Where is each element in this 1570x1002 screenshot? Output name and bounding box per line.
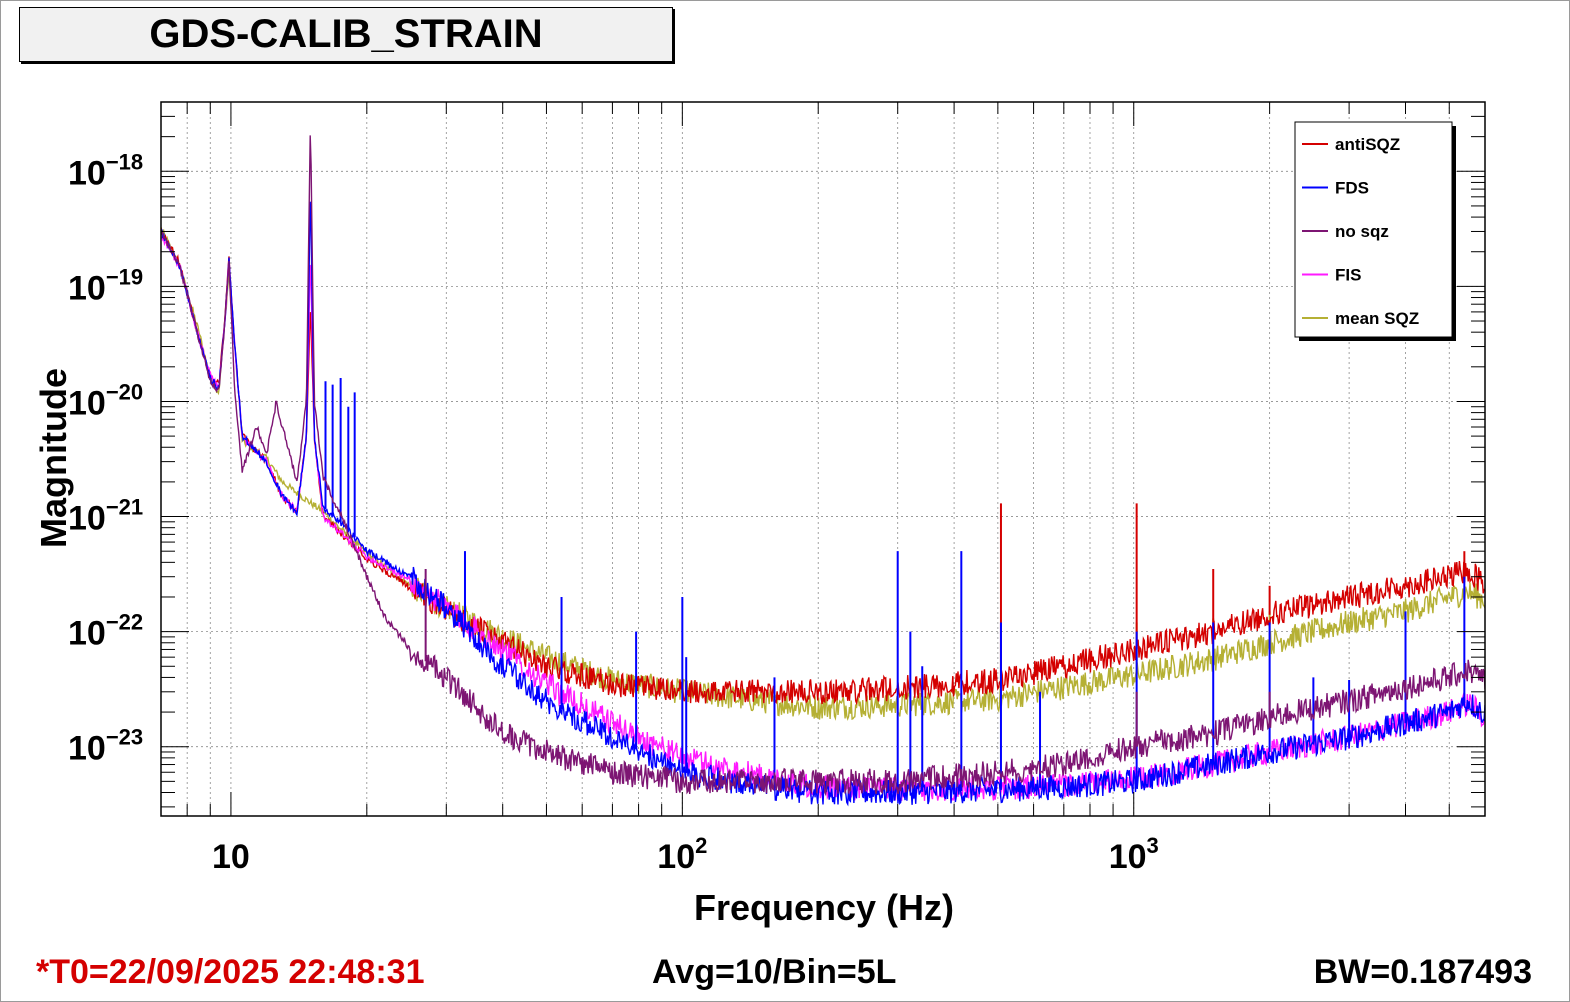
y-tick-label: 10−23	[68, 725, 143, 768]
y-tick-label: 10−18	[68, 149, 143, 192]
legend-entries: antiSQZ FDS no sqz FIS mean SQZ	[1302, 135, 1419, 328]
x-tick-label: 102	[657, 833, 707, 876]
legend-label: mean SQZ	[1335, 309, 1419, 328]
legend-label: FDS	[1335, 179, 1369, 198]
legend-label: antiSQZ	[1335, 135, 1400, 154]
x-tick-labels: 10 102 103	[212, 833, 1159, 876]
footer-t0: *T0=22/09/2025 22:48:31	[36, 953, 425, 991]
axis-ticks	[160, 101, 1486, 816]
legend-label: no sqz	[1335, 222, 1389, 241]
series-line	[161, 228, 1485, 706]
y-axis-label: Magnitude	[33, 368, 74, 548]
legend: antiSQZ FDS no sqz FIS mean SQZ	[1294, 121, 1456, 341]
x-tick-label: 10	[212, 838, 250, 876]
series-fds	[161, 201, 1485, 807]
x-axis-label: Frequency (Hz)	[694, 887, 954, 928]
legend-box	[1294, 121, 1453, 338]
y-tick-label: 10−19	[68, 264, 143, 307]
series-line	[161, 135, 1485, 797]
footer-averages: Avg=10/Bin=5L	[652, 953, 897, 991]
series-line	[161, 201, 1485, 807]
plot-border	[160, 101, 1486, 817]
legend-label: FIS	[1335, 266, 1361, 285]
y-tick-label: 10−22	[68, 610, 143, 653]
series-line	[161, 227, 1485, 721]
series-no-sqz	[161, 135, 1485, 797]
chart-title: GDS-CALIB_STRAIN	[19, 7, 673, 62]
y-tick-labels: 10−23 10−22 10−21 10−20 10−19 10−18	[68, 149, 143, 767]
series-layer	[161, 135, 1485, 807]
y-tick-label: 10−20	[68, 379, 143, 422]
x-tick-label: 103	[1109, 833, 1159, 876]
footer-bandwidth: BW=0.187493	[1313, 953, 1532, 991]
y-tick-label: 10−21	[68, 495, 143, 538]
